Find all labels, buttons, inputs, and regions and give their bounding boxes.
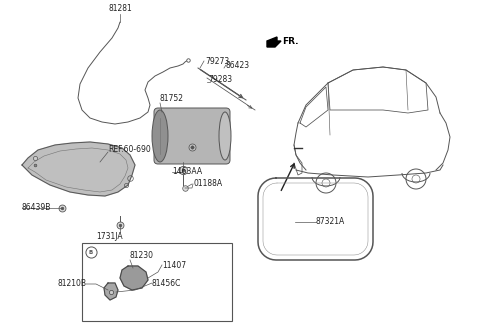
- Text: B: B: [89, 250, 93, 255]
- Text: 81281: 81281: [108, 4, 132, 13]
- Polygon shape: [120, 266, 148, 290]
- Text: 01188A: 01188A: [193, 178, 222, 188]
- FancyBboxPatch shape: [154, 108, 230, 164]
- Bar: [82, 243, 232, 321]
- Text: 79283: 79283: [208, 75, 232, 85]
- Text: 86439B: 86439B: [22, 203, 51, 213]
- Polygon shape: [267, 37, 281, 47]
- Ellipse shape: [219, 112, 231, 160]
- Text: 81210B: 81210B: [57, 279, 86, 289]
- Text: FR.: FR.: [282, 37, 299, 47]
- Text: 81456C: 81456C: [152, 278, 181, 288]
- Text: 11407: 11407: [162, 260, 186, 270]
- Text: 79273: 79273: [205, 56, 229, 66]
- Ellipse shape: [152, 110, 168, 162]
- Text: 86423: 86423: [226, 60, 250, 70]
- Text: 81752: 81752: [160, 94, 184, 103]
- Text: 87321A: 87321A: [316, 217, 345, 227]
- Polygon shape: [22, 142, 135, 196]
- Text: REF.60-690: REF.60-690: [108, 146, 151, 154]
- Polygon shape: [104, 283, 118, 300]
- Text: 1731JA: 1731JA: [96, 232, 123, 241]
- Text: 81230: 81230: [130, 251, 154, 260]
- Text: 1463AA: 1463AA: [172, 168, 202, 176]
